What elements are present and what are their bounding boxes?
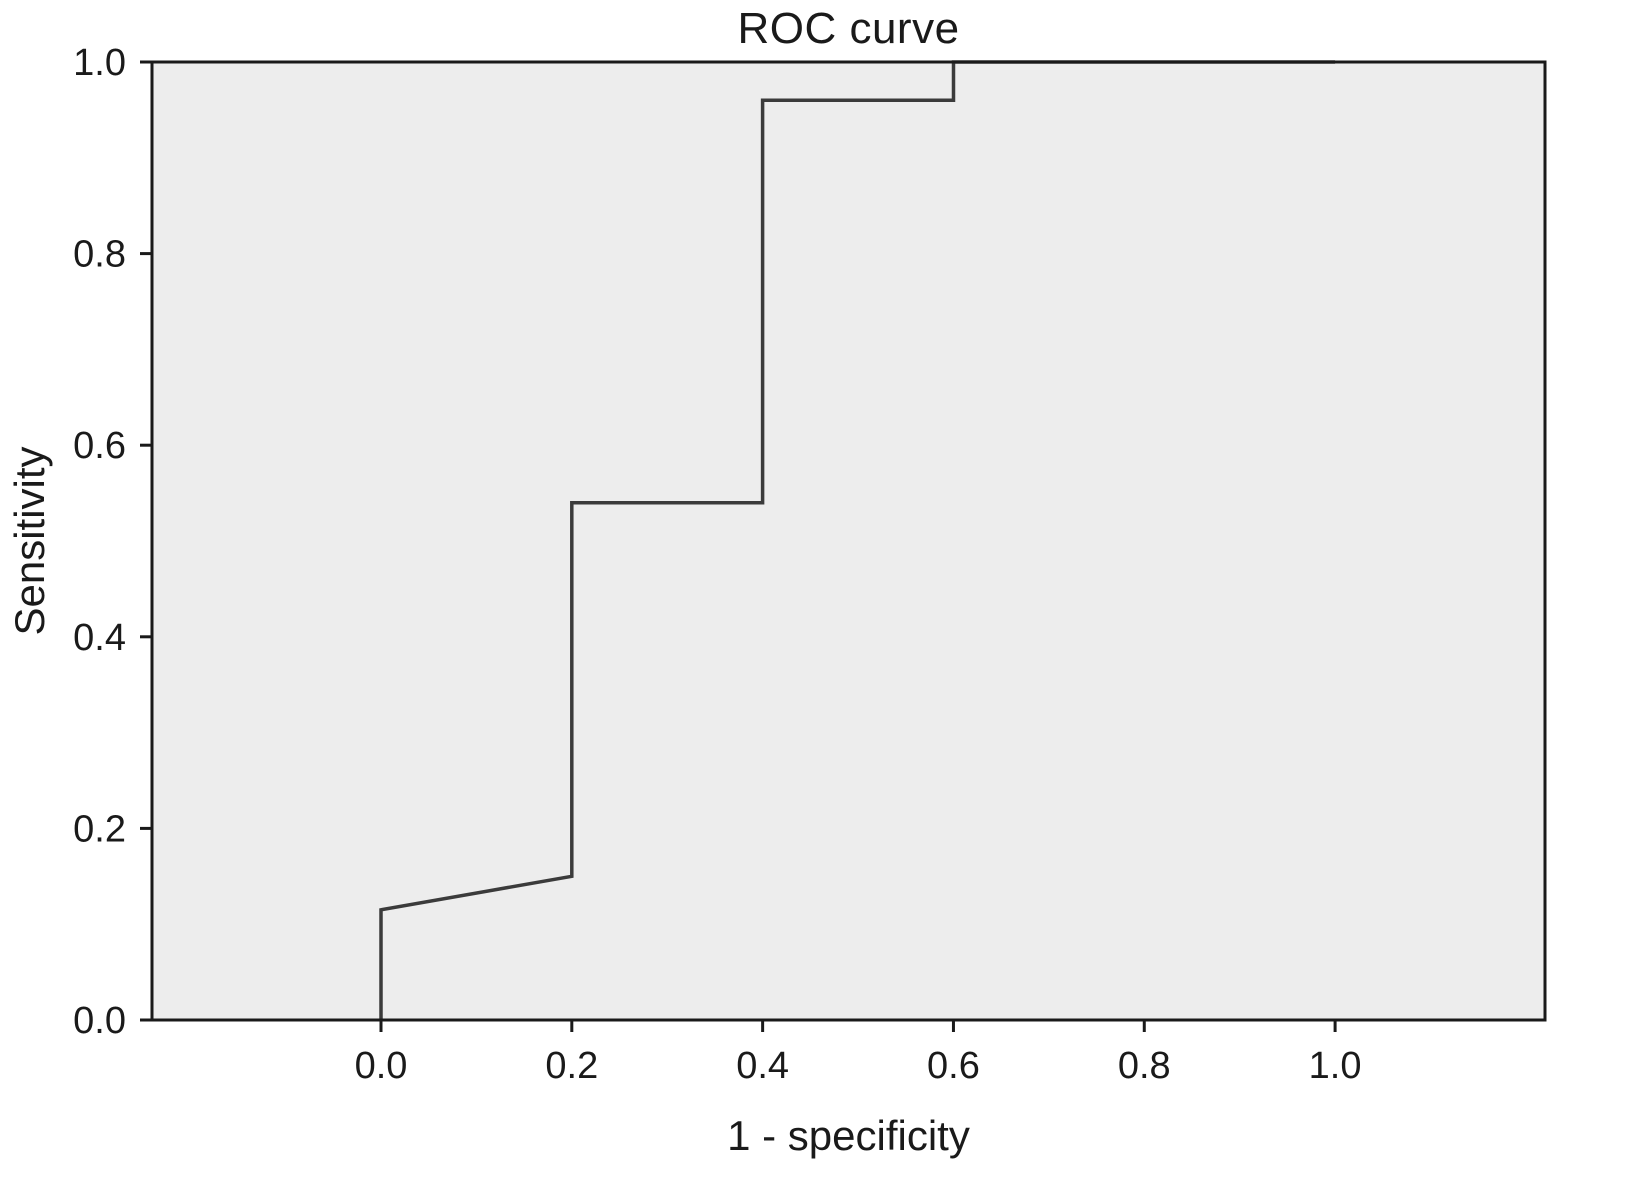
x-tick-label: 0.0 xyxy=(355,1045,408,1087)
y-tick-label: 0.6 xyxy=(73,425,126,467)
plot-area xyxy=(152,62,1545,1020)
y-tick-label: 1.0 xyxy=(73,42,126,84)
x-tick-label: 0.2 xyxy=(545,1045,598,1087)
x-tick-label: 0.8 xyxy=(1118,1045,1171,1087)
chart-title: ROC curve xyxy=(737,4,960,53)
y-tick-label: 0.4 xyxy=(73,617,126,659)
roc-curve xyxy=(379,60,1336,1020)
x-axis-label: 1 - specificity xyxy=(727,1112,970,1159)
x-tick-label: 0.6 xyxy=(927,1045,980,1087)
x-tick-label: 0.4 xyxy=(736,1045,789,1087)
y-tick-label: 0.8 xyxy=(73,234,126,276)
y-tick-label: 0.0 xyxy=(73,1000,126,1042)
x-tick-label: 1.0 xyxy=(1309,1045,1362,1087)
y-tick-label: 0.2 xyxy=(73,808,126,850)
plot-border xyxy=(150,60,1547,1022)
